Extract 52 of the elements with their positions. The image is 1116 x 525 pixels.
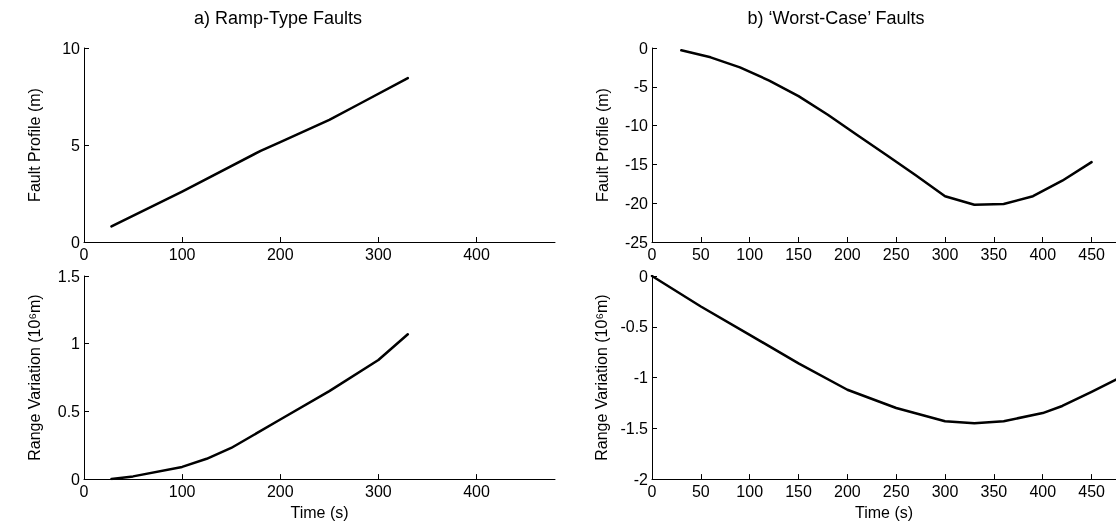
y-tick-label: -1 bbox=[633, 369, 649, 387]
x-tick-label: 250 bbox=[882, 482, 910, 500]
y-tick-label: 0 bbox=[639, 39, 649, 57]
y-tick-label: 0 bbox=[639, 267, 649, 285]
x-tick-label: 400 bbox=[1029, 482, 1057, 500]
y-tick-label: 1.5 bbox=[57, 267, 81, 285]
x-tick-label: 300 bbox=[365, 482, 392, 500]
y-tick-label: -25 bbox=[624, 233, 649, 251]
y-tick-label: 5 bbox=[71, 136, 81, 154]
y-axis-title: Range Variation (10⁶m) bbox=[593, 294, 611, 461]
x-tick-label: 150 bbox=[785, 245, 812, 263]
x-tick-label: 450 bbox=[1078, 482, 1106, 500]
x-tick-label: 50 bbox=[691, 482, 710, 500]
x-tick-label: 200 bbox=[266, 482, 294, 500]
y-tick-label: -1.5 bbox=[620, 419, 649, 437]
chart-title: a) Ramp-Type Faults bbox=[193, 8, 363, 28]
x-tick-label: 350 bbox=[980, 245, 1008, 263]
x-tick-label: 50 bbox=[691, 245, 710, 263]
x-tick-label: 200 bbox=[834, 482, 861, 500]
y-tick-label: 0 bbox=[71, 233, 81, 251]
x-axis-title: Time (s) bbox=[290, 503, 349, 521]
x-tick-label: 100 bbox=[168, 245, 196, 263]
x-tick-label: 100 bbox=[736, 245, 764, 263]
x-tick-label: 350 bbox=[980, 482, 1008, 500]
y-tick-label: -20 bbox=[624, 194, 649, 212]
y-axis-title: Fault Profile (m) bbox=[593, 88, 611, 202]
x-tick-label: 300 bbox=[365, 245, 392, 263]
x-tick-label: 200 bbox=[834, 245, 861, 263]
y-tick-label: -5 bbox=[633, 78, 649, 96]
x-tick-label: 450 bbox=[1078, 245, 1106, 263]
x-tick-label: 400 bbox=[463, 482, 490, 500]
x-tick-label: 150 bbox=[785, 482, 812, 500]
y-axis-title: Fault Profile (m) bbox=[25, 88, 43, 202]
y-axis-title: Range Variation (10⁶m) bbox=[25, 294, 43, 461]
y-tick-label: -2 bbox=[633, 470, 649, 488]
x-axis-title: Time (s) bbox=[854, 503, 914, 521]
x-tick-label: 100 bbox=[168, 482, 196, 500]
y-tick-label: 0 bbox=[71, 470, 81, 488]
y-tick-label: 0.5 bbox=[57, 402, 81, 420]
x-tick-label: 100 bbox=[736, 482, 764, 500]
x-tick-label: 300 bbox=[931, 482, 959, 500]
y-tick-label: -0.5 bbox=[620, 318, 649, 336]
y-tick-label: -15 bbox=[624, 155, 649, 173]
x-tick-label: 400 bbox=[463, 245, 490, 263]
x-tick-label: 400 bbox=[1029, 245, 1057, 263]
x-tick-label: 250 bbox=[882, 245, 910, 263]
y-tick-label: 10 bbox=[62, 39, 81, 57]
x-tick-label: 300 bbox=[931, 245, 959, 263]
y-tick-label: 1 bbox=[71, 335, 81, 353]
y-tick-label: -10 bbox=[624, 117, 649, 135]
chart-title: b) ‘Worst-Case’ Faults bbox=[747, 8, 925, 28]
x-tick-label: 200 bbox=[266, 245, 294, 263]
